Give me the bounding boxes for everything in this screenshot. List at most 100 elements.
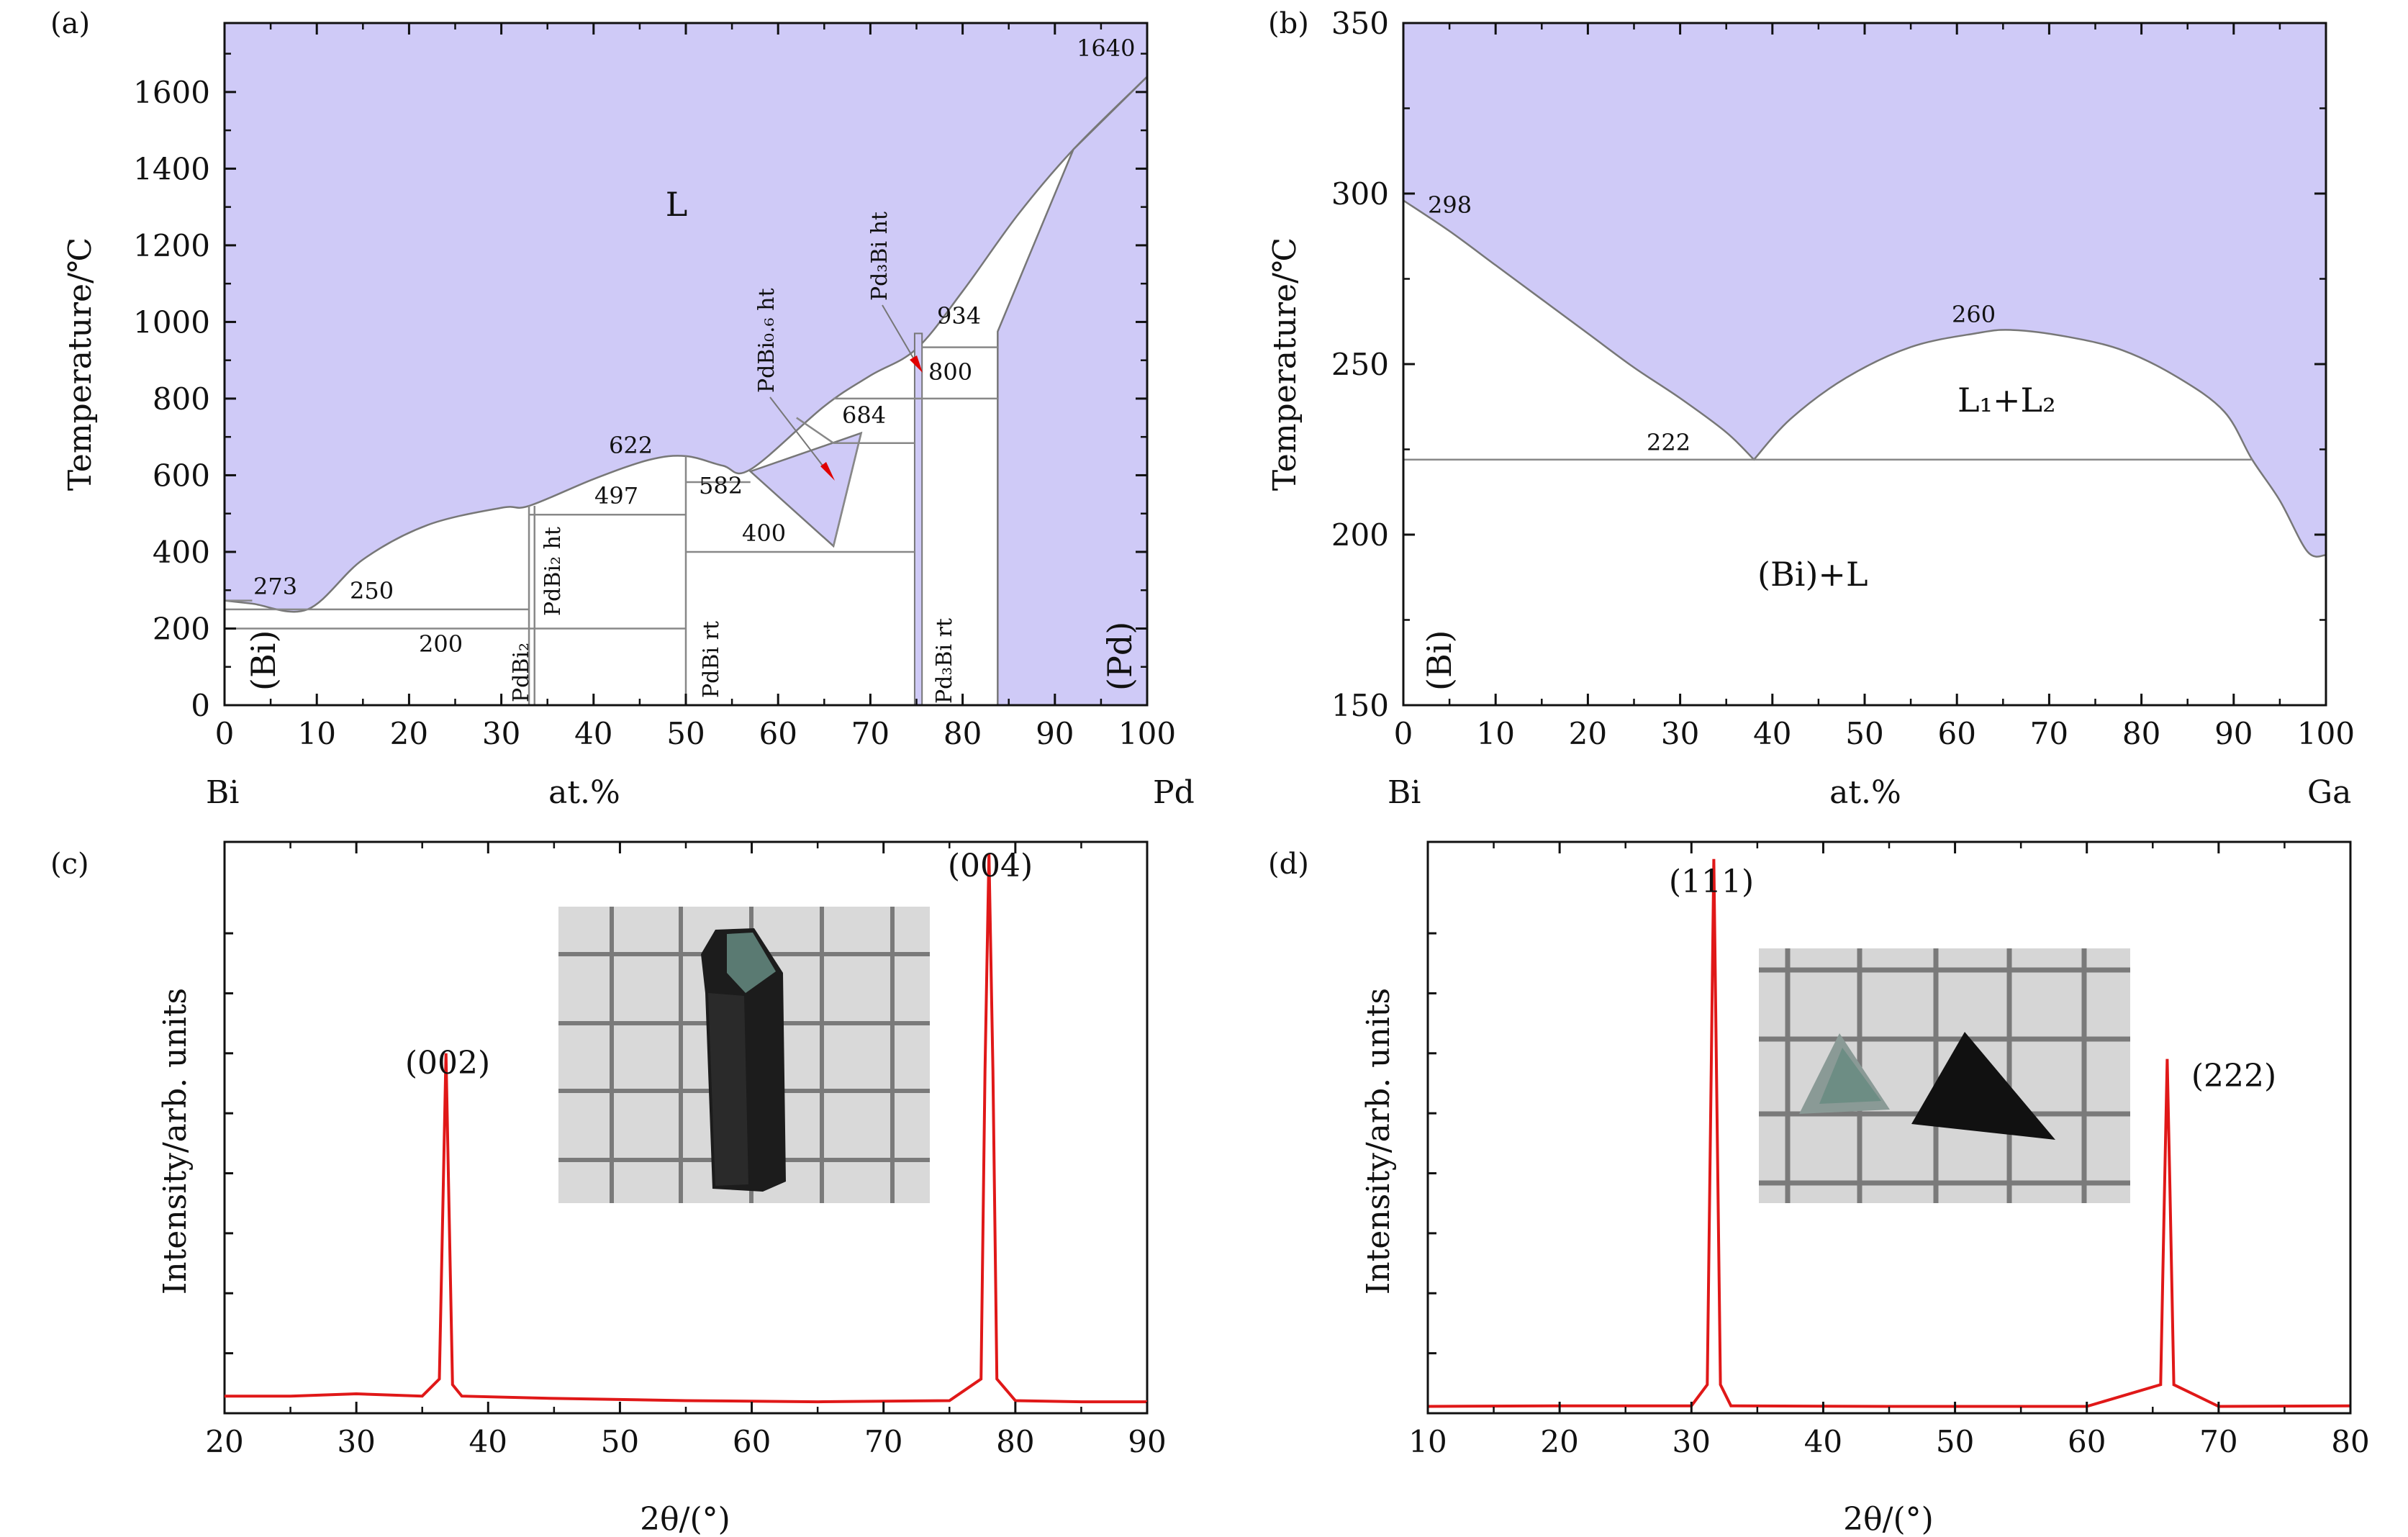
temp-200: 200 (419, 630, 463, 658)
phase-pdbi06-ht-label: PdBi₀.₆ ht (754, 288, 779, 393)
x-tick-label: 90 (2214, 716, 2253, 751)
y-tick-label: 1400 (133, 151, 210, 186)
region-l1l2-label: L₁+L₂ (1957, 381, 2056, 420)
isotherm-lines (225, 346, 998, 705)
y-tick-label: 350 (1331, 6, 1389, 41)
x-tick-label: 40 (1753, 716, 1791, 751)
temp-273: 273 (253, 573, 297, 600)
phase-bi-label: (Bi) (1420, 630, 1459, 691)
xrd-pattern-line (225, 853, 1147, 1404)
temp-582: 582 (699, 472, 743, 499)
x-tick-label: 0 (215, 716, 235, 751)
y-axis-label: Temperature/℃ (62, 237, 99, 491)
panel-d-label: (d) (1268, 848, 1309, 881)
panel-d-xrd: (d) 10 20 30 40 50 60 70 80 (111) (222) 2θ/(°) … (1268, 840, 2370, 1537)
x-tick-label: 30 (482, 716, 520, 751)
panel-b-phase-diagram: (b) 0 10 20 30 40 50 60 70 80 90 100 150 200 250 300 35… (1267, 6, 2355, 811)
x-left-element: Bi (1388, 774, 1421, 811)
crystal-photo-inset (1759, 948, 2130, 1203)
liquid-region (1403, 23, 2326, 557)
x-tick-label: 70 (2199, 1424, 2237, 1459)
x-tick-label: 80 (2122, 716, 2160, 751)
pd3bi-pointer-line (882, 304, 918, 365)
x-left-element: Bi (206, 774, 239, 811)
x-axis-label: at.% (1829, 774, 1901, 811)
pdbi06-pointer-arrow (820, 462, 835, 481)
x-tick-label: 90 (1128, 1424, 1166, 1459)
x-axis-label: 2θ/(°) (640, 1501, 730, 1537)
xrd-pattern-line (1427, 858, 2351, 1408)
x-tick-label: 10 (1476, 716, 1514, 751)
temp-934: 934 (937, 302, 981, 330)
phase-pd3bi-rt-label: Pd₃Bi rt (932, 618, 957, 704)
x-tick-label: 50 (1936, 1424, 1974, 1459)
x-tick-label: 80 (943, 716, 982, 751)
x-right-element: Ga (2307, 774, 2351, 811)
x-tick-label: 60 (759, 716, 797, 751)
panel-c-xrd: (c) 20 30 40 50 60 70 80 90 (002) (004) 2θ/(°) … (50, 840, 1167, 1537)
x-tick-label: 50 (666, 716, 705, 751)
y-tick-label: 200 (153, 611, 210, 646)
x-tick-label: 30 (1673, 1424, 1711, 1459)
x-tick-label: 40 (574, 716, 612, 751)
x-tick-label: 100 (1118, 716, 1176, 751)
x-tick-label: 60 (1937, 716, 1975, 751)
axis-ticks: 10 20 30 40 50 60 70 80 (1408, 842, 2370, 1459)
y-axis-label: Temperature/℃ (1267, 237, 1303, 491)
x-tick-label: 80 (996, 1424, 1034, 1459)
x-tick-label: 70 (851, 716, 890, 751)
peak-label-222: (222) (2191, 1058, 2276, 1094)
x-tick-label: 0 (1394, 716, 1413, 751)
y-tick-label: 400 (153, 535, 210, 570)
y-tick-label: 1600 (133, 75, 210, 110)
peak-label-002: (002) (405, 1045, 490, 1082)
y-tick-label: 150 (1331, 688, 1389, 723)
x-tick-label: 60 (2068, 1424, 2106, 1459)
axis-ticks: 0 10 20 30 40 50 60 70 80 90 100 150 200 250 300 350 (1331, 6, 2355, 751)
x-tick-label: 100 (2297, 716, 2355, 751)
liquidus-line (1403, 199, 2326, 558)
y-axis-label: Intensity/arb. units (1360, 988, 1397, 1295)
x-tick-label: 50 (601, 1424, 639, 1459)
x-axis-label: 2θ/(°) (1843, 1501, 1934, 1537)
y-tick-label: 250 (1331, 347, 1389, 382)
x-tick-label: 70 (864, 1424, 902, 1459)
temp-1640: 1640 (1077, 35, 1135, 62)
axis-ticks: 0 10 20 30 40 50 60 70 80 90 100020040060080010001… (133, 23, 1176, 751)
x-axis-label: at.% (548, 774, 620, 811)
x-tick-label: 40 (1804, 1424, 1842, 1459)
x-tick-label: 50 (1845, 716, 1883, 751)
x-tick-label: 10 (1408, 1424, 1447, 1459)
x-tick-label: 70 (2030, 716, 2068, 751)
pd3bi-pointer-arrow (910, 355, 923, 373)
temp-800: 800 (928, 358, 972, 386)
x-tick-label: 20 (1540, 1424, 1578, 1459)
phase-pd-label: (Pd) (1100, 622, 1139, 691)
phase-pdbi2-ht-label: PdBi₂ ht (540, 527, 566, 616)
phase-bi-label: (Bi) (244, 630, 283, 691)
phase-pdbi2-label: PdBi₂ (509, 643, 534, 702)
y-tick-label: 800 (153, 381, 210, 417)
phase-pd3bi-ht-label: Pd₃Bi ht (867, 212, 892, 301)
liquid-region (225, 23, 1147, 612)
pdbi06-pointer-line (769, 396, 828, 473)
y-tick-label: 200 (1331, 517, 1389, 553)
panel-c-label: (c) (50, 848, 89, 881)
phase-pdbi-rt-label: PdBi rt (699, 621, 724, 698)
temp-260: 260 (1952, 301, 1996, 328)
x-tick-label: 20 (205, 1424, 243, 1459)
y-axis-label: Intensity/arb. units (157, 988, 194, 1295)
pd3bi-line (913, 332, 923, 705)
liquidus-branch (796, 417, 834, 444)
peak-label-111: (111) (1669, 863, 1754, 900)
temp-497: 497 (594, 482, 638, 509)
temp-622: 622 (609, 432, 653, 459)
region-bil-label: (Bi)+L (1757, 555, 1868, 594)
temp-250: 250 (350, 577, 394, 604)
pdbi06-boundary (832, 432, 862, 547)
y-tick-label: 0 (191, 688, 210, 723)
temp-222: 222 (1647, 429, 1690, 456)
x-tick-label: 20 (1569, 716, 1607, 751)
x-tick-label: 80 (2331, 1424, 2369, 1459)
